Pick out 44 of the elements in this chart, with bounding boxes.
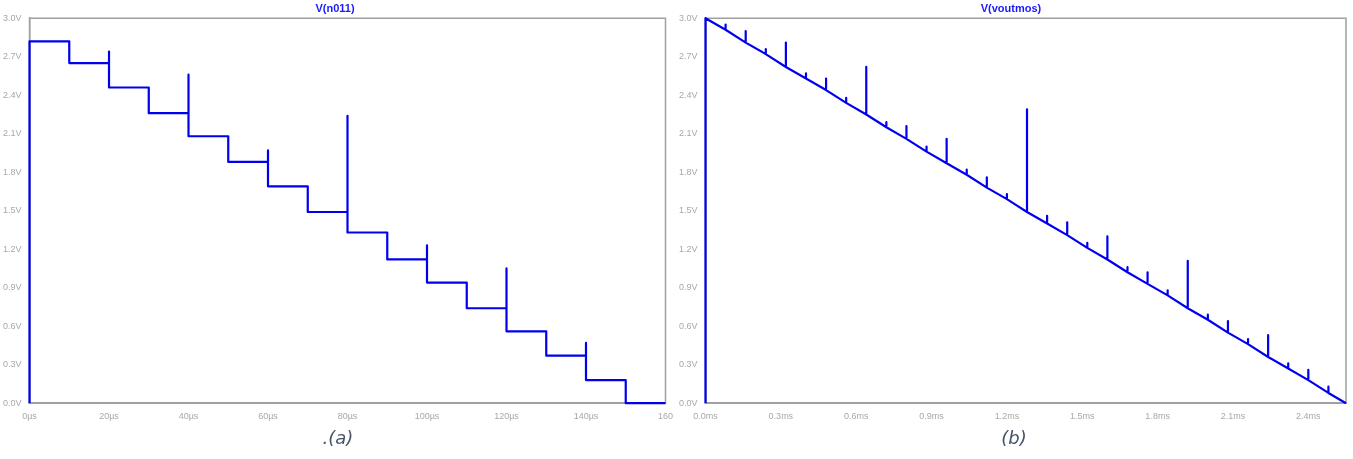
y-tick-label: 0.0V — [3, 397, 22, 408]
y-tick-label: 3.0V — [3, 12, 22, 23]
y-tick-label: 1.2V — [679, 243, 698, 254]
x-tick-label: 2.1ms — [1220, 411, 1246, 422]
x-tick-label: 40µs — [178, 411, 199, 422]
y-tick-label: 1.5V — [679, 205, 698, 216]
x-tick-label: 1.5ms — [1070, 411, 1096, 422]
x-tick-label: 0µs — [22, 411, 38, 422]
x-tick-label: 2.4ms — [1296, 411, 1322, 422]
x-tick-label: 60µs — [258, 411, 279, 422]
y-tick-label: 0.3V — [679, 359, 698, 370]
x-tick-label: 20µs — [99, 411, 120, 422]
y-tick-label: 0.6V — [679, 320, 698, 331]
chart-title: V(voutmos) — [980, 1, 1042, 14]
y-tick-label: 1.2V — [3, 243, 22, 254]
y-tick-label: 3.0V — [679, 12, 698, 23]
y-tick-label: 2.7V — [679, 51, 698, 62]
y-tick-label: 0.9V — [3, 282, 22, 293]
x-tick-label: 100µs — [414, 411, 440, 422]
y-tick-label: 2.4V — [679, 89, 698, 100]
x-tick-label: 1.2ms — [994, 411, 1020, 422]
y-tick-label: 0.0V — [679, 397, 698, 408]
chart-title: V(n011) — [315, 1, 355, 14]
x-tick-label: 80µs — [337, 411, 358, 422]
x-tick-label: 160 — [657, 411, 674, 422]
x-tick-label: 120µs — [494, 411, 520, 422]
x-tick-label: 140µs — [573, 411, 599, 422]
y-tick-label: 0.9V — [679, 282, 698, 293]
x-tick-label: 0.9ms — [919, 411, 945, 422]
x-tick-label: 0.6ms — [843, 411, 869, 422]
y-tick-label: 2.1V — [679, 128, 698, 139]
y-tick-label: 2.4V — [3, 89, 22, 100]
x-tick-label: 0.3ms — [768, 411, 794, 422]
y-tick-label: 0.6V — [3, 320, 22, 331]
text: .(a) — [321, 427, 355, 448]
x-tick-label: 1.8ms — [1145, 411, 1171, 422]
text: (b) — [1000, 427, 1028, 448]
y-tick-label: 1.8V — [679, 166, 698, 177]
y-tick-label: 2.7V — [3, 51, 22, 62]
y-tick-label: 1.5V — [3, 205, 22, 216]
y-tick-label: 2.1V — [3, 128, 22, 139]
y-tick-label: 0.3V — [3, 359, 22, 370]
y-tick-label: 1.8V — [3, 166, 22, 177]
x-tick-label: 0.0ms — [693, 411, 719, 422]
